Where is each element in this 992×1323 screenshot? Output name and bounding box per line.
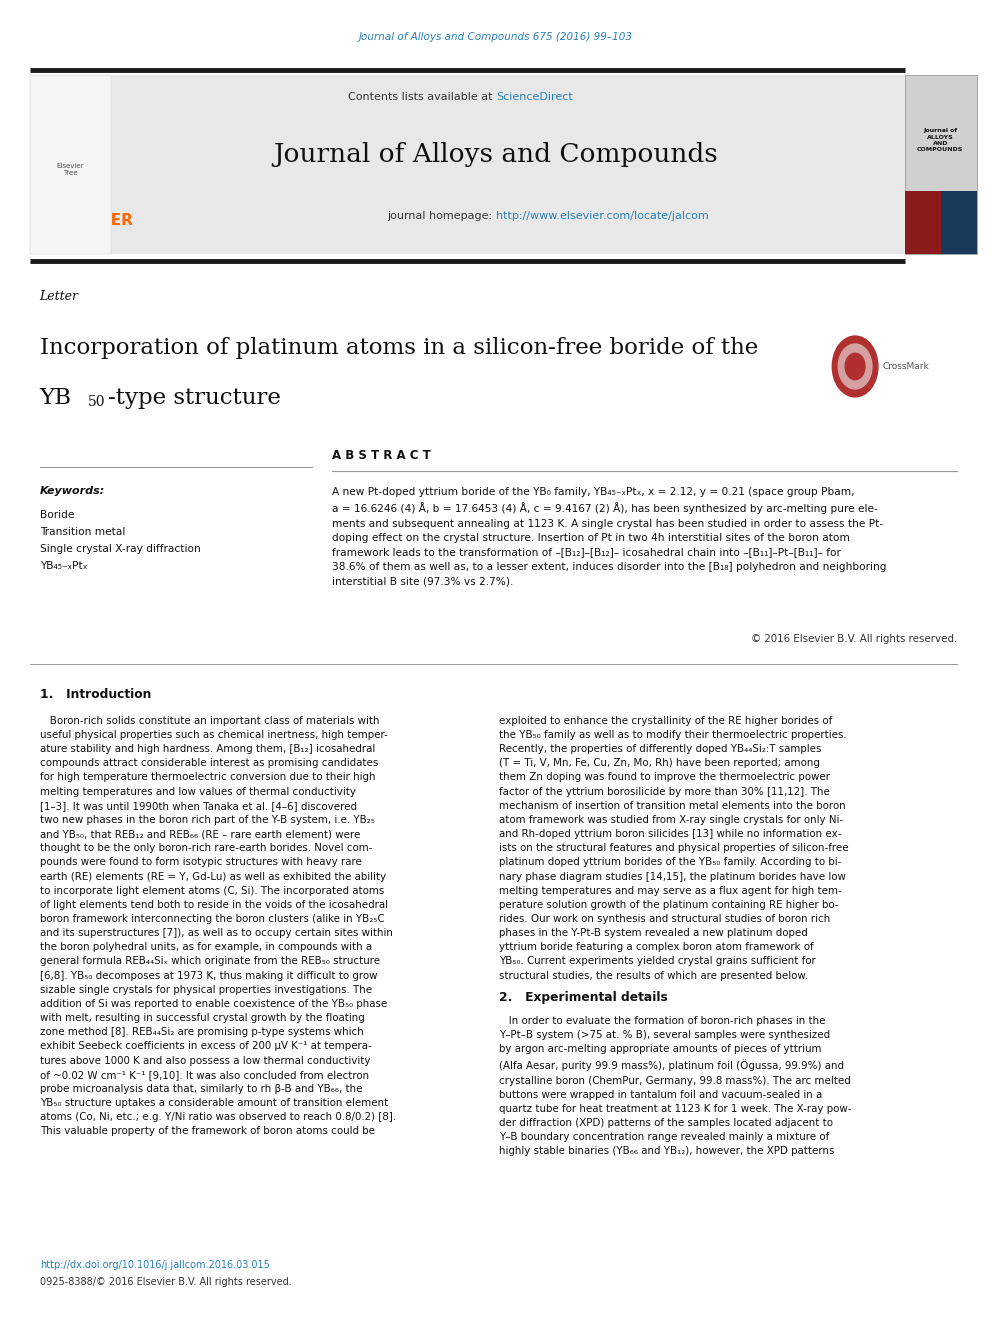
Text: ELSEVIER: ELSEVIER <box>53 213 134 229</box>
Text: 2.   Experimental details: 2. Experimental details <box>499 991 668 1004</box>
Text: Transition metal: Transition metal <box>40 527 125 537</box>
Text: Keywords:: Keywords: <box>40 486 105 496</box>
Circle shape <box>838 344 872 389</box>
Text: Contents lists available at: Contents lists available at <box>348 91 496 102</box>
Text: YB₄₅₋ₓPtₓ: YB₄₅₋ₓPtₓ <box>40 561 87 572</box>
Text: © 2016 Elsevier B.V. All rights reserved.: © 2016 Elsevier B.V. All rights reserved… <box>751 634 957 644</box>
Text: http://dx.doi.org/10.1016/j.jallcom.2016.03.015: http://dx.doi.org/10.1016/j.jallcom.2016… <box>40 1259 270 1270</box>
Text: Journal of Alloys and Compounds: Journal of Alloys and Compounds <box>274 143 718 167</box>
Text: 1.   Introduction: 1. Introduction <box>40 688 151 701</box>
FancyBboxPatch shape <box>941 191 977 254</box>
Text: Journal of Alloys and Compounds 675 (2016) 99–103: Journal of Alloys and Compounds 675 (201… <box>359 32 633 42</box>
Text: Single crystal X-ray diffraction: Single crystal X-ray diffraction <box>40 544 200 554</box>
FancyBboxPatch shape <box>30 75 905 254</box>
Circle shape <box>832 336 878 397</box>
FancyBboxPatch shape <box>30 75 111 254</box>
Text: journal homepage:: journal homepage: <box>387 210 496 221</box>
Text: Boron-rich solids constitute an important class of materials with
useful physica: Boron-rich solids constitute an importan… <box>40 716 396 1136</box>
Text: Journal of
ALLOYS
AND
COMPOUNDS: Journal of ALLOYS AND COMPOUNDS <box>918 128 963 152</box>
Text: Incorporation of platinum atoms in a silicon-free boride of the: Incorporation of platinum atoms in a sil… <box>40 337 758 359</box>
Text: Elsevier
Tree: Elsevier Tree <box>57 163 84 176</box>
Text: -type structure: -type structure <box>108 388 281 409</box>
Text: 50: 50 <box>88 396 106 409</box>
Text: ScienceDirect: ScienceDirect <box>496 91 572 102</box>
Text: exploited to enhance the crystallinity of the RE higher borides of
the YB₅₀ fami: exploited to enhance the crystallinity o… <box>499 716 848 980</box>
FancyBboxPatch shape <box>905 191 941 254</box>
Text: Boride: Boride <box>40 509 74 520</box>
Text: CrossMark: CrossMark <box>883 363 930 370</box>
FancyBboxPatch shape <box>905 75 977 254</box>
Circle shape <box>845 353 865 380</box>
Text: A new Pt-doped yttrium boride of the YB₀ family, YB₄₅₋ₓPtₓ, x = 2.12, y = 0.21 (: A new Pt-doped yttrium boride of the YB₀… <box>332 487 887 586</box>
Text: http://www.elsevier.com/locate/jalcom: http://www.elsevier.com/locate/jalcom <box>496 210 708 221</box>
Text: Letter: Letter <box>40 290 78 303</box>
Text: In order to evaluate the formation of boron-rich phases in the
Y–Pt–B system (>7: In order to evaluate the formation of bo… <box>499 1016 851 1156</box>
Text: 0925-8388/© 2016 Elsevier B.V. All rights reserved.: 0925-8388/© 2016 Elsevier B.V. All right… <box>40 1277 292 1287</box>
Text: YB: YB <box>40 388 71 409</box>
Text: A B S T R A C T: A B S T R A C T <box>332 448 432 462</box>
